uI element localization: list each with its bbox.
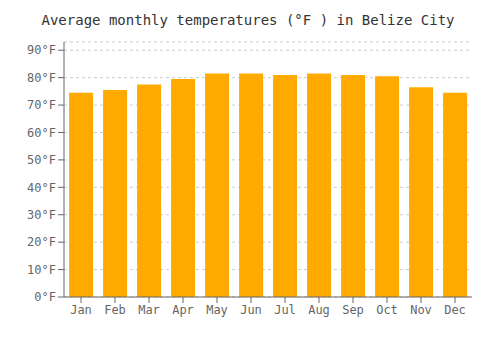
svg-text:70°F: 70°F [27,98,56,112]
svg-text:50°F: 50°F [27,153,56,167]
svg-text:Jan: Jan [70,303,92,317]
svg-text:30°F: 30°F [27,208,56,222]
svg-text:20°F: 20°F [27,235,56,249]
svg-text:Apr: Apr [172,303,194,317]
svg-text:Feb: Feb [104,303,126,317]
html-text:Average monthly temperatures (: Average monthly temperatures (°F ) in Be… [41,12,455,28]
svg-text:90°F: 90°F [27,43,56,57]
svg-text:0°F: 0°F [34,290,56,304]
svg-text:Dec: Dec [444,303,466,317]
svg-text:80°F: 80°F [27,71,56,85]
svg-text:Jun: Jun [240,303,262,317]
svg-text:60°F: 60°F [27,126,56,140]
svg-text:Sep: Sep [342,303,364,317]
svg-text:Jul: Jul [274,303,296,317]
svg-text:Nov: Nov [410,303,432,317]
svg-text:Aug: Aug [308,303,330,317]
svg-text:May: May [206,303,228,317]
svg-text:10°F: 10°F [27,263,56,277]
svg-text:40°F: 40°F [27,181,56,195]
svg-text:Oct: Oct [376,303,398,317]
svg-text:Mar: Mar [138,303,160,317]
